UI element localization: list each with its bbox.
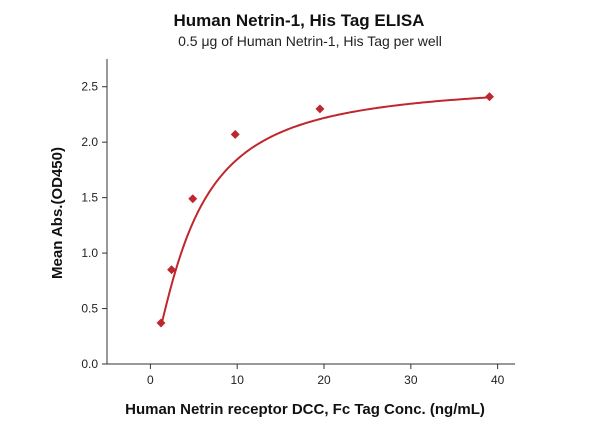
x-tick-label: 30	[404, 373, 418, 387]
y-tick-label: 0.0	[81, 357, 98, 371]
x-axis-ticks: 0 10 20 30 40	[147, 364, 505, 387]
x-tick-label: 40	[491, 373, 505, 387]
data-point-marker	[156, 318, 166, 328]
y-tick-label: 1.5	[81, 191, 98, 205]
x-axis-title: Human Netrin receptor DCC, Fc Tag Conc. …	[125, 401, 485, 418]
data-point-marker	[167, 265, 177, 275]
y-axis-title: Mean Abs.(OD450)	[49, 147, 66, 279]
y-tick-label: 2.5	[81, 80, 98, 94]
data-point-marker	[315, 104, 325, 114]
x-tick-label: 20	[317, 373, 331, 387]
y-tick-label: 1.0	[81, 246, 98, 260]
data-markers	[156, 92, 495, 328]
axes	[106, 59, 515, 365]
data-point-marker	[188, 194, 198, 204]
x-tick-label: 0	[147, 373, 154, 387]
y-axis-ticks: 0.0 0.5 1.0 1.5 2.0 2.5	[81, 80, 107, 371]
chart-title: Human Netrin-1, His Tag ELISA	[174, 11, 425, 30]
y-tick-label: 2.0	[81, 135, 98, 149]
y-tick-label: 0.5	[81, 302, 98, 316]
chart-subtitle: 0.5 μg of Human Netrin-1, His Tag per we…	[178, 33, 442, 49]
data-point-marker	[484, 92, 495, 102]
data-point-marker	[230, 129, 240, 139]
fit-curve	[160, 96, 490, 327]
x-tick-label: 10	[231, 373, 245, 387]
